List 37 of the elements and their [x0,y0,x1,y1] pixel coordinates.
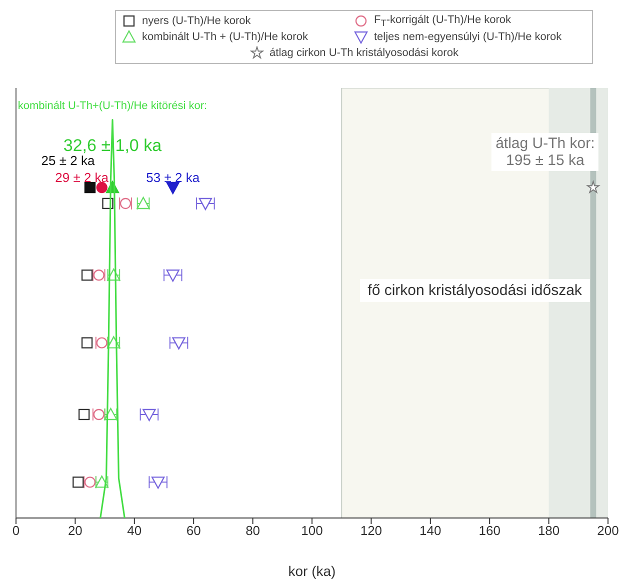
legend-label: átlag cirkon U-Th kristályosodási korok [270,47,458,60]
point [151,476,165,489]
point [142,408,156,422]
point [166,270,180,282]
x-tick-label: 20 [68,523,82,538]
x-tick-label: 200 [597,523,619,538]
x-tick-label: 60 [186,523,201,538]
point [78,408,90,420]
legend-label: teljes nem-egyensúlyi (U-Th)/He korok [374,31,562,44]
annotation: átlag U-Th kor: 195 ± 15 ka [496,134,595,170]
point [96,182,108,194]
x-tick-label: 140 [420,523,442,538]
x-tick-label: 40 [127,523,142,538]
point [72,476,84,488]
x-tick-label: 80 [246,523,260,538]
annotation: 25 ± 2 ka [41,152,95,168]
x-tick-label: 0 [12,523,20,538]
annotation: 32,6 ± 1,0 ka [63,136,162,156]
legend-label: nyers (U-Th)/He korok [142,15,251,28]
point [84,182,96,194]
x-axis-title: kor (ka) [288,563,336,579]
point [81,270,93,281]
x-tick-label: 100 [301,523,323,538]
legend-label: kombinált U-Th + (U-Th)/He korok [142,31,308,44]
annotation: kombinált U-Th+(U-Th)/He kitörési kor: [18,100,208,112]
x-tick-label: 160 [478,523,500,538]
point [198,198,212,210]
annotation: 53 ± 2 ka [146,170,200,186]
legend-label: F$_{T}$-korrigált (U-Th)/He korok [374,14,512,28]
point [166,182,180,194]
point [81,337,93,348]
x-tick-label: 180 [538,523,560,538]
x-tick-label: 120 [360,523,382,538]
point [172,337,186,350]
annotation: 29 ± 2 ka [55,170,109,186]
point [586,181,600,193]
band-label: fő cirkon kristályosodási időszak [360,279,590,302]
